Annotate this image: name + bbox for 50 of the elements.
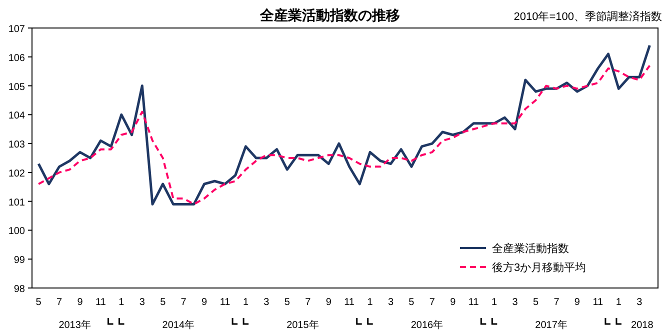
text: 2018 (631, 320, 654, 331)
x-tick-label: 1 (616, 297, 622, 308)
x-tick-label: 3 (636, 297, 643, 308)
y-tick-label: 99 (14, 255, 26, 266)
legend-label: 後方3か月移動平均 (492, 261, 586, 274)
x-tick-label: 11 (468, 297, 480, 308)
x-tick-label: 3 (388, 297, 394, 308)
text: 2016年 (410, 319, 444, 331)
x-tick-label: 7 (56, 297, 62, 308)
x-tick-label: 9 (77, 297, 84, 308)
x-tick-label: 11 (592, 297, 604, 308)
chart-subtitle: 2010年=100、季節調整済指数 (514, 10, 662, 23)
y-tick-label: 102 (8, 168, 26, 180)
y-tick-label: 98 (14, 284, 26, 295)
x-tick-label: 7 (429, 297, 436, 308)
x-tick-label: 1 (367, 297, 374, 308)
x-tick-label: 1 (492, 297, 498, 308)
y-tick-label: 107 (8, 24, 26, 35)
legend-label: 全産業活動指数 (492, 242, 569, 255)
x-tick-label: 7 (305, 297, 312, 308)
y-tick-label: 101 (8, 197, 26, 208)
y-tick-label: 100 (8, 226, 26, 238)
chart-title: 全産業活動指数の推移 (259, 7, 400, 23)
text: 2015年 (286, 319, 319, 331)
x-tick-label: 11 (220, 297, 231, 308)
x-tick-label: 5 (36, 297, 42, 308)
text: 2014年 (162, 319, 195, 331)
x-tick-label: 9 (202, 297, 208, 308)
x-tick-label: 11 (96, 297, 106, 308)
x-tick-label: 9 (326, 297, 332, 308)
y-tick-label: 103 (8, 140, 26, 151)
x-tick-label: 5 (284, 297, 290, 308)
x-tick-label: 3 (512, 297, 518, 308)
x-tick-label: 1 (118, 297, 125, 308)
x-tick-label: 3 (264, 297, 270, 308)
x-tick-label: 5 (408, 297, 415, 308)
x-tick-label: 3 (139, 297, 146, 308)
x-tick-label: 9 (574, 297, 580, 308)
x-tick-label: 9 (450, 297, 456, 308)
text: 2013年 (58, 319, 91, 331)
y-tick-label: 106 (8, 52, 26, 64)
y-tick-label: 104 (8, 110, 26, 122)
text: 2017年 (535, 319, 568, 331)
x-tick-label: 5 (160, 297, 166, 308)
x-tick-label: 5 (532, 297, 539, 308)
x-tick-label: 7 (554, 297, 560, 308)
y-tick-label: 105 (8, 82, 26, 93)
x-tick-label: 1 (242, 297, 249, 308)
x-tick-label: 7 (180, 297, 187, 308)
x-tick-label: 11 (344, 297, 355, 308)
